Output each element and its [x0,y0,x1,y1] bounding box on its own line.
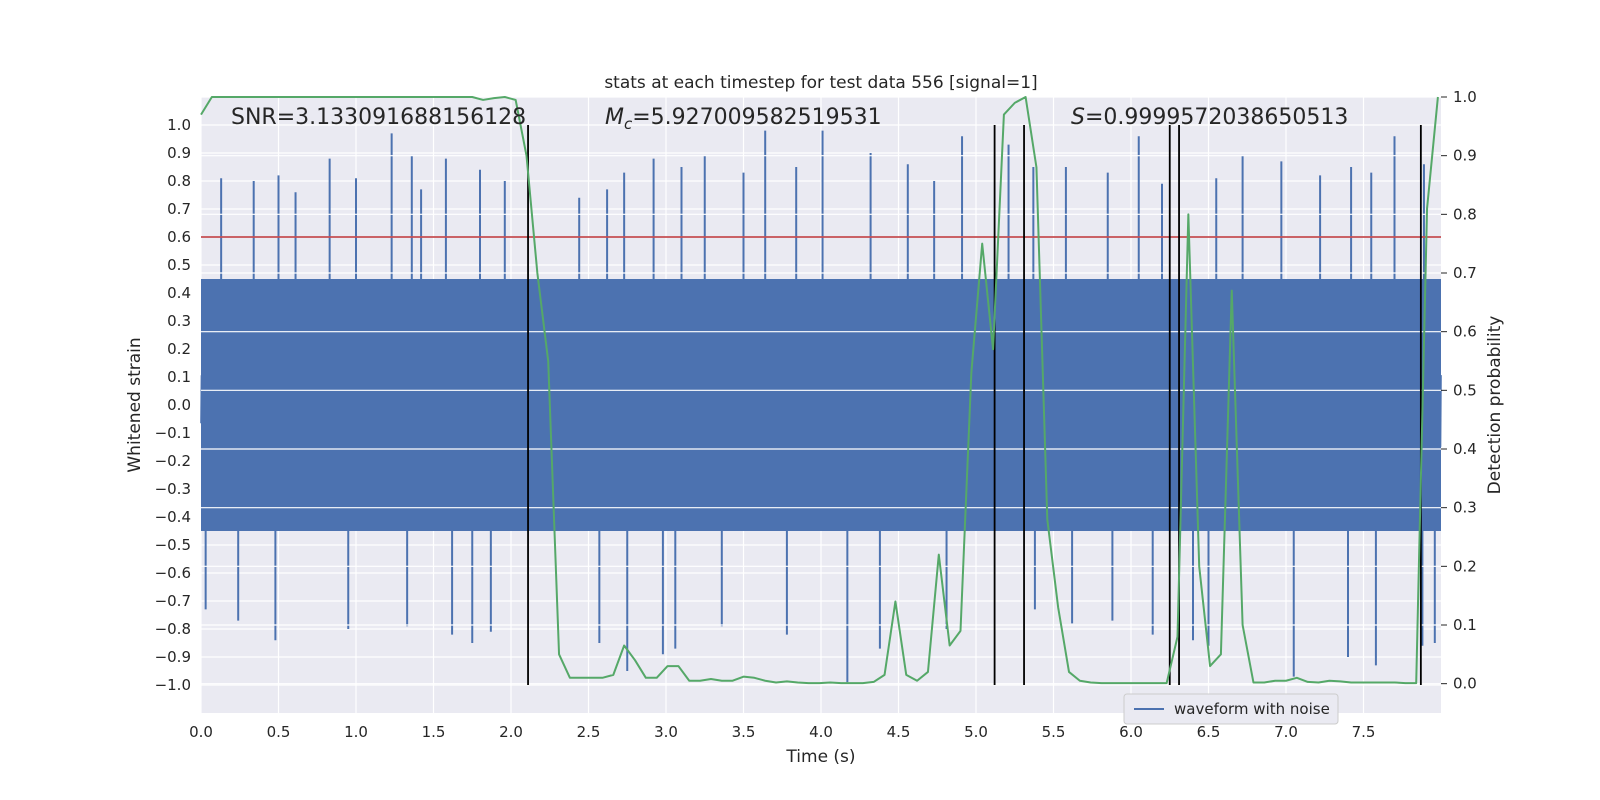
legend: waveform with noise [1123,693,1339,725]
x-tick-label: 3.0 [654,723,678,741]
x-tick-label: 6.0 [1119,723,1143,741]
y-left-tick-label: −0.7 [155,592,191,610]
vertical-lines-layer [527,125,1422,685]
x-tick-label: 0.5 [267,723,291,741]
y-axis-left-label: Whitened strain [125,337,145,472]
x-tick-label: 5.0 [964,723,988,741]
chirp-mass-subscript: c [624,115,633,133]
s-value: =0.9999572038650513 [1085,105,1348,130]
x-tick-label: 1.5 [422,723,446,741]
y-left-tick-label: −0.2 [155,452,191,470]
y-right-tick-label: 0.9 [1453,147,1477,165]
y-right-tick-label: 0.7 [1453,264,1477,282]
y-left-tick-label: 0.5 [167,256,191,274]
x-tick-label: 7.0 [1274,723,1298,741]
y-right-tick-label: 0.2 [1453,557,1477,575]
y-left-tick-label: 0.2 [167,340,191,358]
chirp-mass-value: =5.927009582519531 [632,105,881,130]
x-tick-label: 4.5 [887,723,911,741]
x-tick-label: 7.5 [1352,723,1376,741]
y-right-tick-label: 0.6 [1453,323,1477,341]
snr-annotation: SNR=3.133091688156128 [231,105,526,130]
y-left-tick-label: −0.6 [155,564,191,582]
y-left-tick-label: 0.6 [167,228,191,246]
y-left-tick-label: −1.0 [155,676,191,694]
waveform-series [200,130,1442,683]
x-tick-label: 3.5 [732,723,756,741]
waveform-core-band [201,279,1441,531]
x-tick-label: 2.0 [499,723,523,741]
x-tick-label: 5.5 [1042,723,1066,741]
y-right-tick-label: 0.8 [1453,205,1477,223]
y-left-tick-label: −0.5 [155,536,191,554]
legend-box [1123,693,1339,725]
y-left-tick-label: −0.4 [155,508,191,526]
x-tick-label: 0.0 [189,723,213,741]
y-left-tick-label: 0.9 [167,144,191,162]
tick-layer: 0.0 0.5 1.0 1.5 2.0 2.5 3.0 3.5 4.0 4.5 5.0 5.5 6.0 6… [155,88,1477,741]
s-symbol: S [1071,105,1085,130]
legend-label: waveform with noise [1174,700,1330,718]
y-right-tick-label: 0.4 [1453,440,1477,458]
y-left-tick-label: −0.8 [155,620,191,638]
y-right-tick-label: 0.1 [1453,616,1477,634]
x-tick-label: 1.0 [344,723,368,741]
x-tick-label: 4.0 [809,723,833,741]
chart-title: stats at each timestep for test data 556… [604,73,1037,93]
chirp-mass-symbol: M [605,105,624,130]
y-right-tick-label: 0.3 [1453,499,1477,517]
y-right-tick-label: 0.5 [1453,381,1477,399]
x-tick-label: 2.5 [577,723,601,741]
y-left-tick-label: 0.3 [167,312,191,330]
y-left-tick-label: 0.0 [167,396,191,414]
y-right-tick-label: 1.0 [1453,88,1477,106]
y-left-tick-label: 0.8 [167,172,191,190]
x-axis-label: Time (s) [785,747,855,767]
y-axis-right-label: Detection probability [1485,316,1505,495]
y-left-tick-label: 0.1 [167,368,191,386]
probability-series [200,96,1439,685]
chirp-mass-annotation: Mc=5.927009582519531 [605,105,882,133]
y-left-tick-label: −0.1 [155,424,191,442]
y-left-tick-label: 1.0 [167,116,191,134]
y-left-tick-label: −0.9 [155,648,191,666]
y-left-tick-label: −0.3 [155,480,191,498]
probability-line [200,96,1439,685]
y-left-tick-label: 0.7 [167,200,191,218]
x-tick-label: 6.5 [1197,723,1221,741]
s-annotation: S=0.9999572038650513 [1071,105,1348,130]
y-left-tick-label: 0.4 [167,284,191,302]
y-right-tick-label: 0.0 [1453,675,1477,693]
